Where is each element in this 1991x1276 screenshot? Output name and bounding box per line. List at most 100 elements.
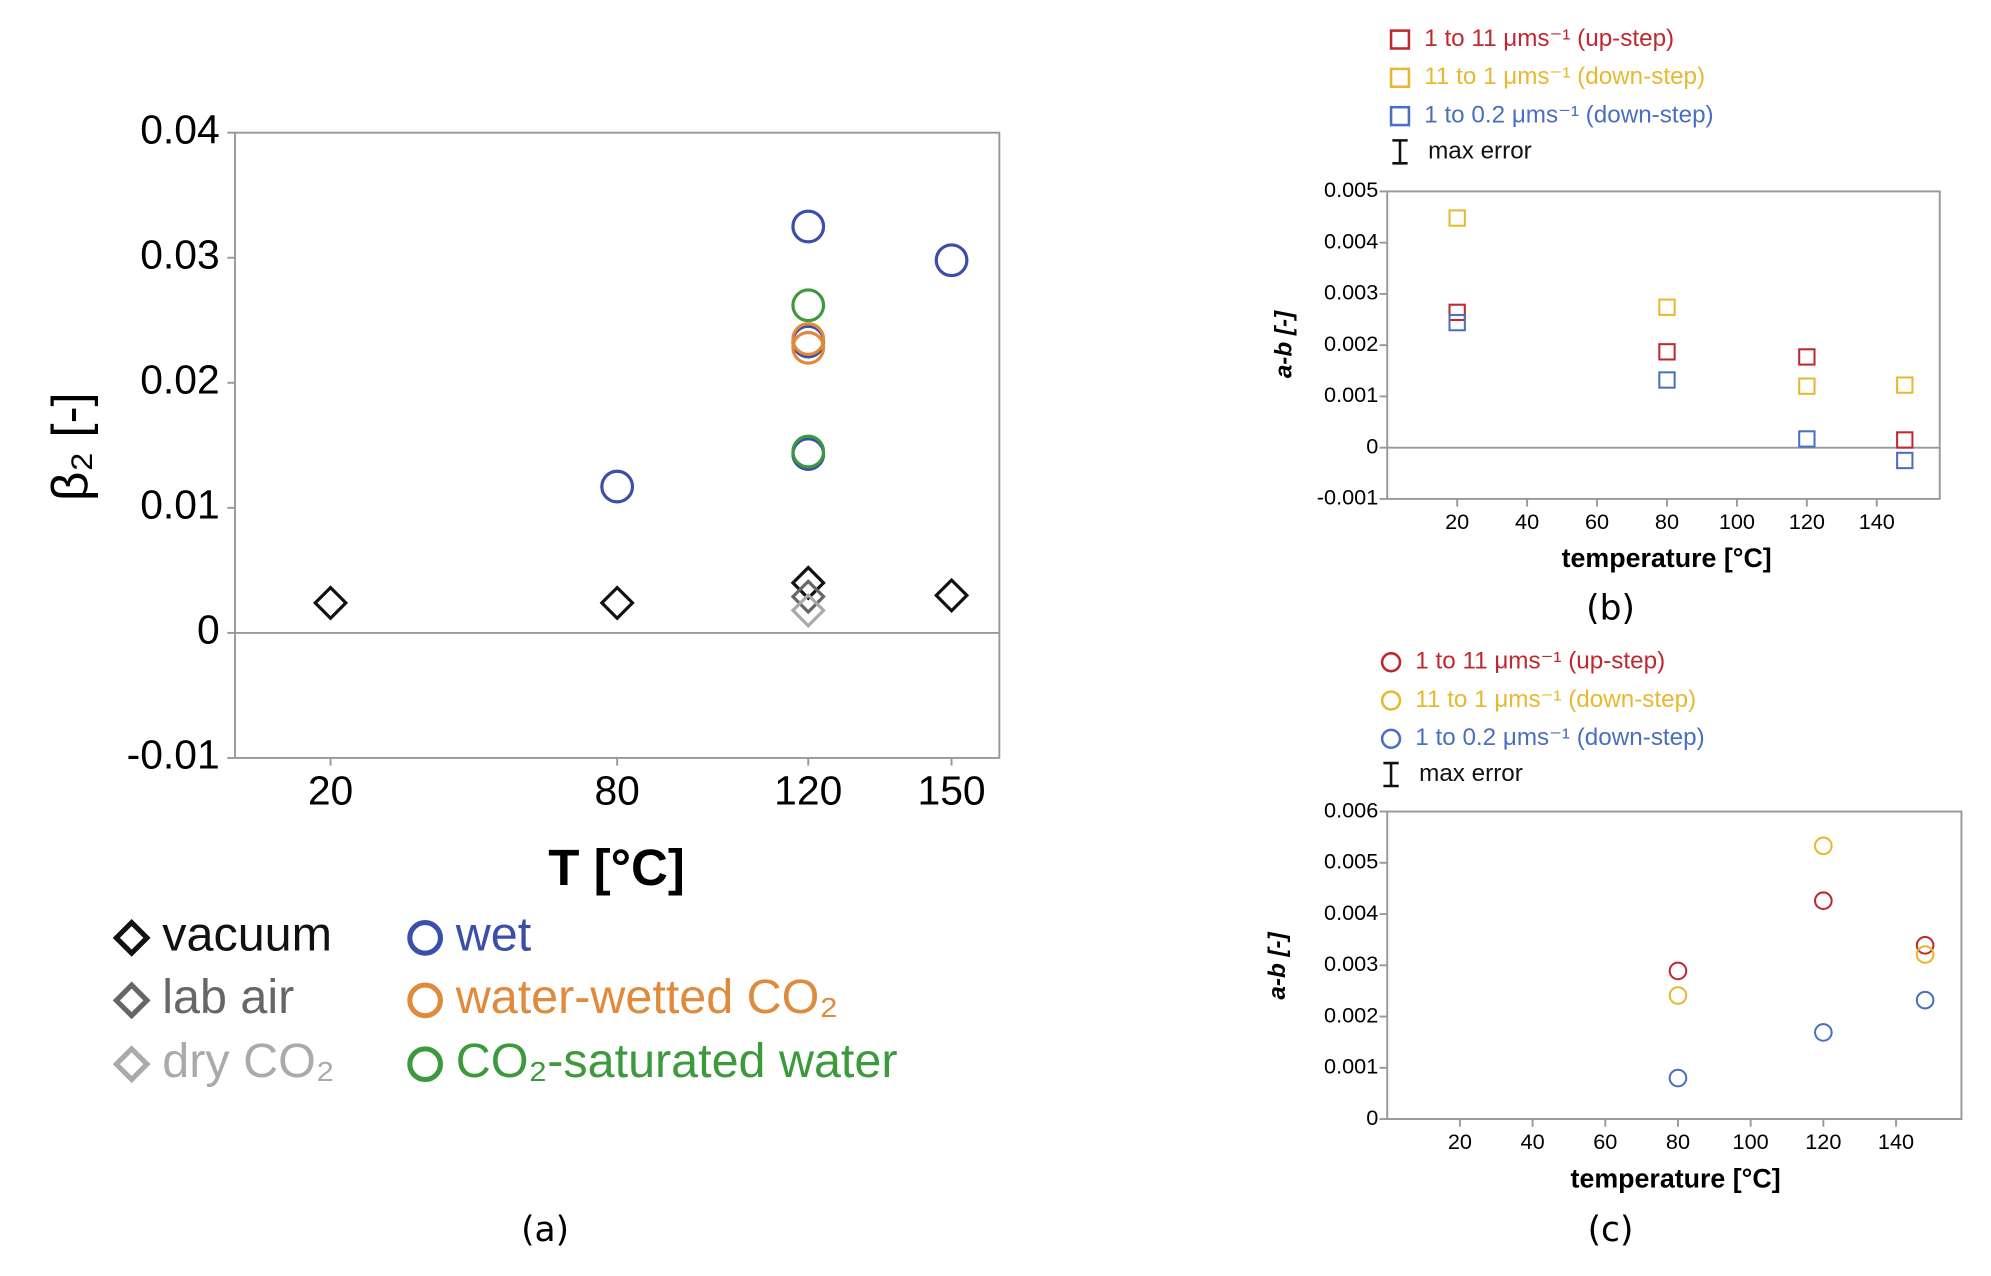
y-tick-label: 0.002 <box>1324 1002 1378 1027</box>
legend-label: 1 to 11 μms⁻¹ (up-step) <box>1424 25 1674 52</box>
legend-marker <box>112 918 151 957</box>
legend-label: 1 to 11 μms⁻¹ (up-step) <box>1415 648 1665 675</box>
y-tick-label: 0 <box>1366 1105 1378 1130</box>
point <box>791 288 826 323</box>
x-axis-title: temperature [°C] <box>1571 1163 1781 1193</box>
legend-label: 1 to 0.2 μms⁻¹ (down-step) <box>1424 102 1713 129</box>
legend-label: CO₂-saturated water <box>456 1034 898 1088</box>
y-tick-label: -0.01 <box>127 732 220 778</box>
x-tick-label: 80 <box>1666 1129 1690 1154</box>
y-tick-label: 0.002 <box>1324 331 1378 356</box>
point <box>791 324 826 359</box>
error-icon <box>1392 139 1408 165</box>
point <box>1658 343 1676 361</box>
y-tick-label: 0.003 <box>1324 280 1378 305</box>
caption: (b) <box>1586 588 1635 628</box>
point <box>1896 451 1914 470</box>
x-tick-label: 20 <box>308 767 353 813</box>
point <box>1798 430 1816 448</box>
point <box>790 565 826 601</box>
point <box>791 434 826 469</box>
point <box>312 585 349 621</box>
point <box>1814 891 1833 911</box>
x-tick-label: 80 <box>594 767 639 813</box>
y-axis-title: a-b [-] <box>1264 931 1291 999</box>
point <box>1448 303 1466 322</box>
legend-label: water-wetted CO₂ <box>455 970 838 1024</box>
x-tick-label: 140 <box>1878 1129 1914 1154</box>
caption: (c) <box>1588 1210 1634 1250</box>
error-label: max error <box>1419 760 1523 787</box>
legend-label: lab air <box>162 970 294 1024</box>
x-tick-label: 80 <box>1655 509 1679 534</box>
y-tick-label: 0.005 <box>1324 177 1378 202</box>
x-tick-label: 140 <box>1859 509 1895 534</box>
x-tick-label: 150 <box>917 767 985 813</box>
point <box>1798 348 1816 366</box>
y-tick-label: 0.001 <box>1324 1054 1378 1079</box>
point <box>933 577 970 613</box>
x-tick-label: 120 <box>1789 509 1825 534</box>
legend-label: wet <box>455 908 532 962</box>
point <box>790 592 826 628</box>
point <box>1668 1068 1688 1088</box>
point <box>791 209 826 244</box>
y-tick-label: -0.001 <box>1317 485 1379 510</box>
point <box>791 437 826 471</box>
y-tick-label: 0.004 <box>1324 900 1378 925</box>
legend-label: 11 to 1 μms⁻¹ (down-step) <box>1424 63 1705 90</box>
point <box>599 585 635 621</box>
y-tick-label: 0.001 <box>1324 382 1378 407</box>
legend-marker <box>407 982 443 1019</box>
legend-label: vacuum <box>162 908 332 962</box>
y-tick-label: 0.003 <box>1324 951 1378 976</box>
legend-marker <box>1389 29 1411 50</box>
plot-frame <box>1386 810 1963 1121</box>
y-axis-title: β₂ [-] <box>42 392 99 501</box>
x-axis-title: temperature [°C] <box>1562 543 1772 573</box>
y-tick-label: 0.005 <box>1324 849 1378 874</box>
y-tick-label: 0.01 <box>140 482 219 528</box>
legend-marker <box>1380 690 1402 711</box>
y-tick-label: 0.02 <box>140 357 219 403</box>
point <box>600 469 635 504</box>
x-tick-label: 40 <box>1515 509 1539 534</box>
point <box>790 579 826 615</box>
plot-frame <box>234 131 1001 759</box>
point <box>1668 986 1688 1005</box>
legend-marker <box>1380 652 1402 673</box>
point <box>1448 209 1466 227</box>
legend-marker <box>1389 67 1411 89</box>
y-tick-label: 0.04 <box>140 106 219 152</box>
x-tick-label: 120 <box>1805 1129 1841 1154</box>
x-tick-label: 60 <box>1585 509 1609 534</box>
point <box>1658 371 1676 389</box>
point <box>1896 431 1914 449</box>
legend-marker <box>112 1045 151 1084</box>
y-tick-label: 0 <box>1366 433 1378 458</box>
point <box>791 322 826 356</box>
error-label: max error <box>1428 137 1532 164</box>
point <box>1814 1023 1833 1042</box>
y-axis-title: a-b [-] <box>1271 310 1298 378</box>
caption: (a) <box>521 1210 569 1250</box>
point <box>1896 376 1914 394</box>
point <box>934 243 969 278</box>
point <box>791 330 826 365</box>
point <box>1668 961 1688 981</box>
x-tick-label: 60 <box>1593 1129 1617 1154</box>
legend-marker <box>112 981 151 1020</box>
point <box>1814 836 1833 856</box>
x-tick-label: 120 <box>774 767 842 813</box>
y-tick-label: 0.03 <box>140 232 219 278</box>
point <box>1658 298 1676 316</box>
x-tick-label: 20 <box>1445 509 1469 534</box>
legend-marker <box>407 919 443 956</box>
point <box>1915 935 1935 955</box>
y-tick-label: 0.004 <box>1324 228 1378 253</box>
legend-marker <box>1389 105 1411 127</box>
x-tick-label: 100 <box>1719 509 1755 534</box>
point <box>1915 945 1935 964</box>
y-tick-label: 0.006 <box>1324 797 1378 822</box>
